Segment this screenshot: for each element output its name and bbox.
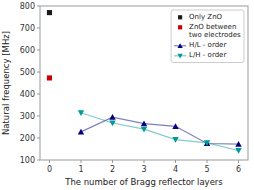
legend-label-line: H/L - order [189,42,226,50]
y-tick [37,28,40,29]
x-tick-label: 5 [204,165,209,174]
data-point [172,123,178,129]
x-tick-label: 6 [236,165,241,174]
y-tick-label: 600 [20,46,35,55]
x-tick-label: 1 [78,165,83,174]
legend-label-line: ZnO between [189,23,236,31]
x-tick-label: 0 [47,165,52,174]
x-tick [207,160,208,163]
y-tick [37,116,40,117]
y-tick-label: 700 [20,24,35,33]
data-point [141,121,147,127]
legend-label-line: two electrodes [189,32,241,40]
legend-label: L/H - order [189,52,226,60]
data-point [235,141,241,147]
series-line [81,113,239,151]
y-tick-label: 400 [20,90,35,99]
y-tick-label: 800 [20,2,35,11]
legend-marker [178,15,182,19]
x-tick-label: 4 [173,165,178,174]
legend-swatch [178,25,182,29]
data-point [78,110,84,116]
data-point [47,10,52,15]
x-tick-label: 3 [141,165,146,174]
x-tick [175,160,176,163]
legend-items: Only ZnO ZnO betweentwo electrodes H/L - o… [174,13,241,60]
legend-label: ZnO betweentwo electrodes [189,23,241,40]
legend-swatch [174,43,186,48]
legend-marker [178,25,182,29]
y-tick [37,94,40,95]
y-tick-label: 200 [20,134,35,143]
data-point [109,120,115,126]
y-tick-label: 500 [20,68,35,77]
data-point [78,129,84,135]
data-point [141,127,147,133]
legend-label-line: L/H - order [189,52,226,60]
y-tick [37,6,40,7]
y-axis-label: Natural frequency [MHz] [1,31,11,135]
x-axis-label: The number of Bragg reflector layers [64,177,223,187]
data-point [235,148,241,154]
plot-frame [40,6,248,160]
chart-container: 0 1 2 3 4 5 6 100 200 300 400 500 600 700 800 The numbe… [0,0,254,190]
legend-swatch [174,54,186,59]
legend-label: Only ZnO [189,13,222,21]
axes: 0 1 2 3 4 5 6 100 200 300 400 500 600 700 800 [20,2,241,174]
legend: Only ZnO ZnO betweentwo electrodes H/L - o… [171,10,244,63]
marks [47,10,242,154]
chart-svg: 0 1 2 3 4 5 6 100 200 300 400 500 600 700 800 The numbe… [0,0,254,190]
legend-swatch [178,15,182,19]
x-tick [238,160,239,163]
legend-label: H/L - order [189,42,226,50]
x-tick [49,160,50,163]
y-tick-label: 100 [20,156,35,165]
series-line [81,117,239,144]
y-tick [37,72,40,73]
x-tick [80,160,81,163]
y-tick [37,50,40,51]
y-tick-label: 300 [20,112,35,121]
legend-label-line: Only ZnO [189,13,222,21]
data-point [109,114,115,120]
x-tick [112,160,113,163]
x-tick [144,160,145,163]
data-point [204,140,210,146]
data-point [47,75,52,80]
y-tick [37,138,40,139]
data-point [204,140,210,146]
legend-marker [178,54,183,59]
x-tick-label: 2 [110,165,115,174]
legend-box [171,10,244,63]
y-tick [37,160,40,161]
legend-marker [178,43,183,48]
data-point [172,137,178,143]
